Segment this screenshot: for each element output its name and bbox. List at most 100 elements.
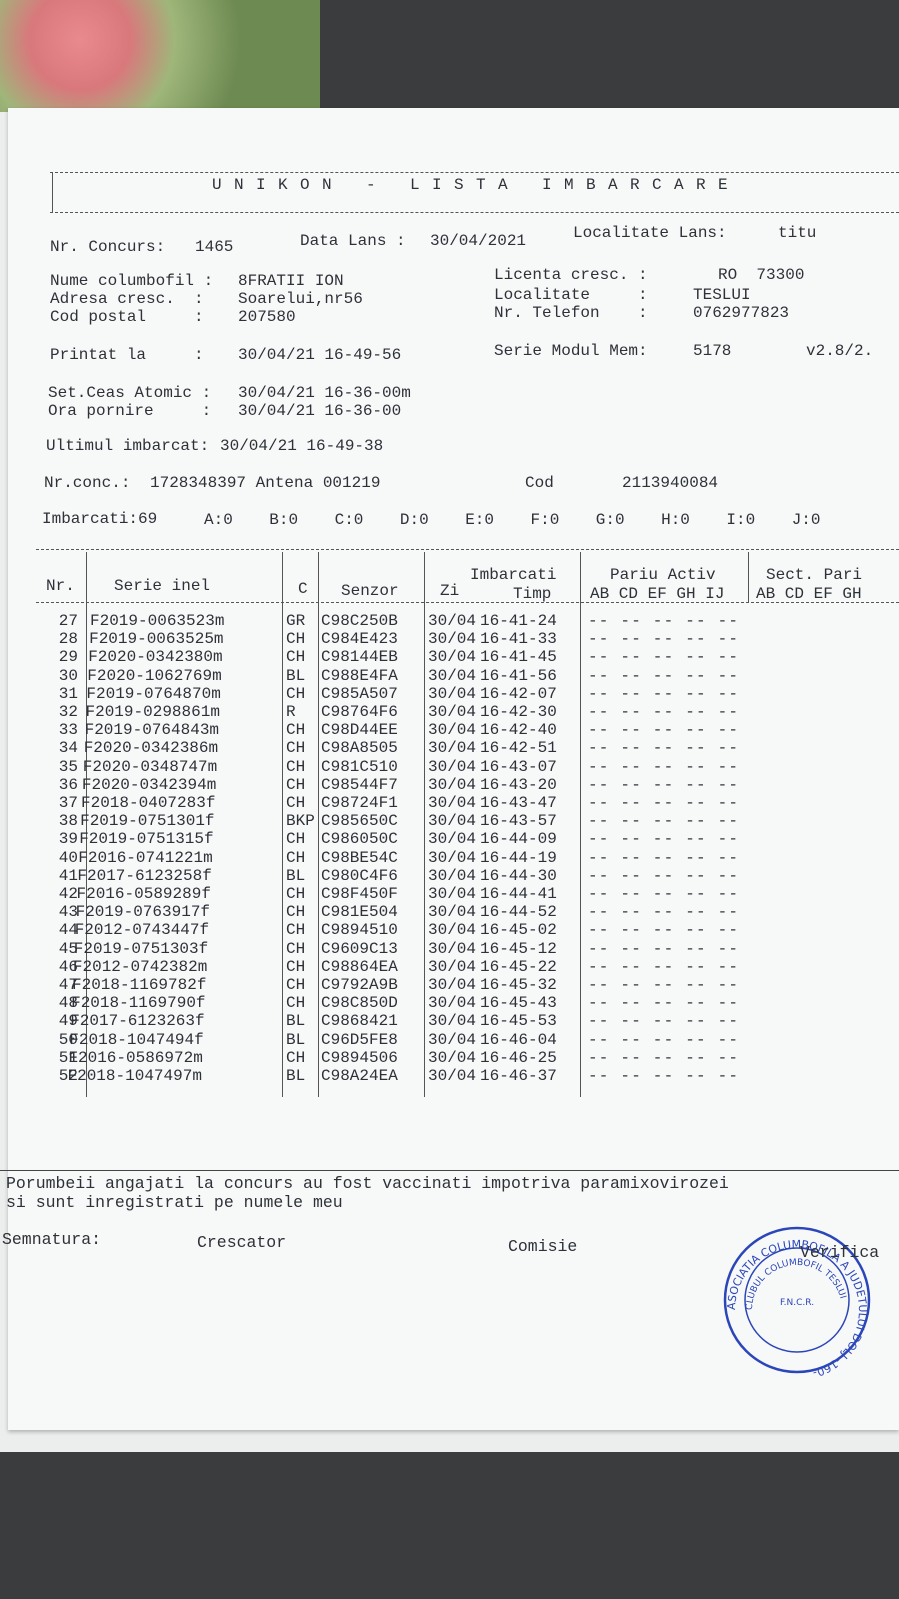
version: v2.8/2. xyxy=(806,342,874,360)
color-code: CH xyxy=(286,957,306,976)
declaration: si sunt inregistrati pe numele meu xyxy=(6,1193,343,1212)
column-header: AB CD EF GH IJ xyxy=(590,585,725,603)
sensor: C98C850D xyxy=(321,994,398,1013)
day: 30/04 xyxy=(428,812,477,831)
ring-series: F2020-0342394m xyxy=(81,775,217,794)
ring-series: F2018-1047497m xyxy=(67,1067,202,1085)
ring-series: F2020-0342386m xyxy=(83,739,219,758)
sensor: C98A24EA xyxy=(321,1067,398,1085)
day: 30/04 xyxy=(428,739,477,758)
time: 16-46-04 xyxy=(480,1030,557,1049)
bet: -- -- -- -- -- xyxy=(588,866,740,885)
row-number: 38 xyxy=(58,812,78,831)
field-value: 30/04/21 16-36-00 xyxy=(238,402,402,420)
signature-label: Verifica xyxy=(800,1243,880,1262)
summary-count: B:0 xyxy=(269,511,299,529)
ring-series: F2012-0742382m xyxy=(72,957,208,976)
color-code: CH xyxy=(286,775,306,794)
field-value: 5178 xyxy=(693,342,732,360)
row-number: 31 xyxy=(58,684,78,703)
sensor: C98BE54C xyxy=(321,848,398,867)
bet: -- -- -- -- -- xyxy=(588,1030,740,1049)
row-number: 42 xyxy=(58,885,78,903)
sensor: C980C4F6 xyxy=(321,866,398,885)
day: 30/04 xyxy=(428,630,477,649)
ring-series: F2019-0063525m xyxy=(89,630,224,649)
column-rule xyxy=(318,552,319,1097)
column-header: AB CD EF GH xyxy=(756,585,862,603)
field-value: TESLUI xyxy=(693,286,751,304)
sensor: C98A8505 xyxy=(321,739,398,758)
day: 30/04 xyxy=(428,921,477,940)
color-code: BL xyxy=(286,1030,306,1049)
color-code: CH xyxy=(286,848,306,867)
column-rule xyxy=(86,552,87,1097)
ring-series: F2016-0586972m xyxy=(68,1048,203,1067)
column-header: Timp xyxy=(513,585,552,603)
column-header: Senzor xyxy=(341,582,399,600)
bet: -- -- -- -- -- xyxy=(588,684,740,703)
time: 16-44-41 xyxy=(480,885,557,903)
document-title: UNIKON - LISTA IMBARCARE xyxy=(212,176,741,194)
ring-series: F2019-0764870m xyxy=(86,684,221,703)
time: 16-46-25 xyxy=(480,1048,557,1067)
column-rule xyxy=(424,552,425,1097)
day: 30/04 xyxy=(428,866,477,885)
table-rule-header xyxy=(36,602,899,603)
row-number: 41 xyxy=(58,866,78,885)
day: 30/04 xyxy=(428,957,477,976)
field-value: 207580 xyxy=(238,308,296,326)
row-number: 45 xyxy=(58,939,78,958)
field-value: 30/04/21 16-36-00m xyxy=(238,384,411,402)
time: 16-44-30 xyxy=(480,866,557,885)
row-number: 33 xyxy=(58,721,78,740)
summary-total: Imbarcati:69 xyxy=(42,510,158,528)
color-code: R xyxy=(286,703,296,721)
time: 16-46-37 xyxy=(480,1067,557,1085)
title-rule-bottom xyxy=(50,212,899,213)
bet: -- -- -- -- -- xyxy=(588,957,740,976)
sensor: C98C250B xyxy=(321,612,398,630)
color-code: CH xyxy=(286,648,306,667)
row-number: 51 xyxy=(58,1048,78,1067)
column-header: C xyxy=(298,580,308,598)
bet: -- -- -- -- -- xyxy=(588,976,740,994)
color-code: BL xyxy=(286,1012,306,1031)
time: 16-43-47 xyxy=(480,794,557,812)
bet: -- -- -- -- -- xyxy=(588,903,740,922)
color-code: CH xyxy=(286,630,306,649)
day: 30/04 xyxy=(428,848,477,867)
time: 16-43-07 xyxy=(480,757,557,776)
ring-series: F2016-0589289f xyxy=(76,885,211,903)
time: 16-45-02 xyxy=(480,921,557,940)
ring-series: F2019-0063523m xyxy=(90,612,225,630)
bet: -- -- -- -- -- xyxy=(588,939,740,958)
summary-count: I:0 xyxy=(726,511,756,529)
row-number: 39 xyxy=(58,830,78,849)
sensor: C988E4FA xyxy=(321,666,398,685)
column-header: Nr. xyxy=(46,577,75,595)
bet: -- -- -- -- -- xyxy=(588,885,740,903)
color-code: BL xyxy=(286,1067,306,1085)
bet: -- -- -- -- -- xyxy=(588,794,740,812)
time: 16-41-24 xyxy=(480,612,557,630)
time: 16-45-22 xyxy=(480,957,557,976)
summary-count: E:0 xyxy=(465,511,494,529)
time: 16-45-53 xyxy=(480,1012,557,1031)
day: 30/04 xyxy=(428,1030,477,1049)
field-label: Set.Ceas Atomic : xyxy=(48,384,212,402)
color-code: CH xyxy=(286,921,306,940)
signature-label: Crescator xyxy=(197,1233,287,1252)
sensor: C985A507 xyxy=(321,684,398,703)
color-code: CH xyxy=(286,684,306,703)
row-number: 34 xyxy=(58,739,78,758)
signature-label: Comisie xyxy=(508,1237,578,1256)
day: 30/04 xyxy=(428,612,477,630)
ring-series: F2019-0298861m xyxy=(85,703,220,721)
field-label: Licenta cresc. : xyxy=(494,266,648,284)
row-number: 32 xyxy=(58,703,78,721)
field-value: 30/04/21 16-49-38 xyxy=(220,437,384,455)
column-header: Zi xyxy=(440,582,460,600)
paper xyxy=(8,108,899,1430)
